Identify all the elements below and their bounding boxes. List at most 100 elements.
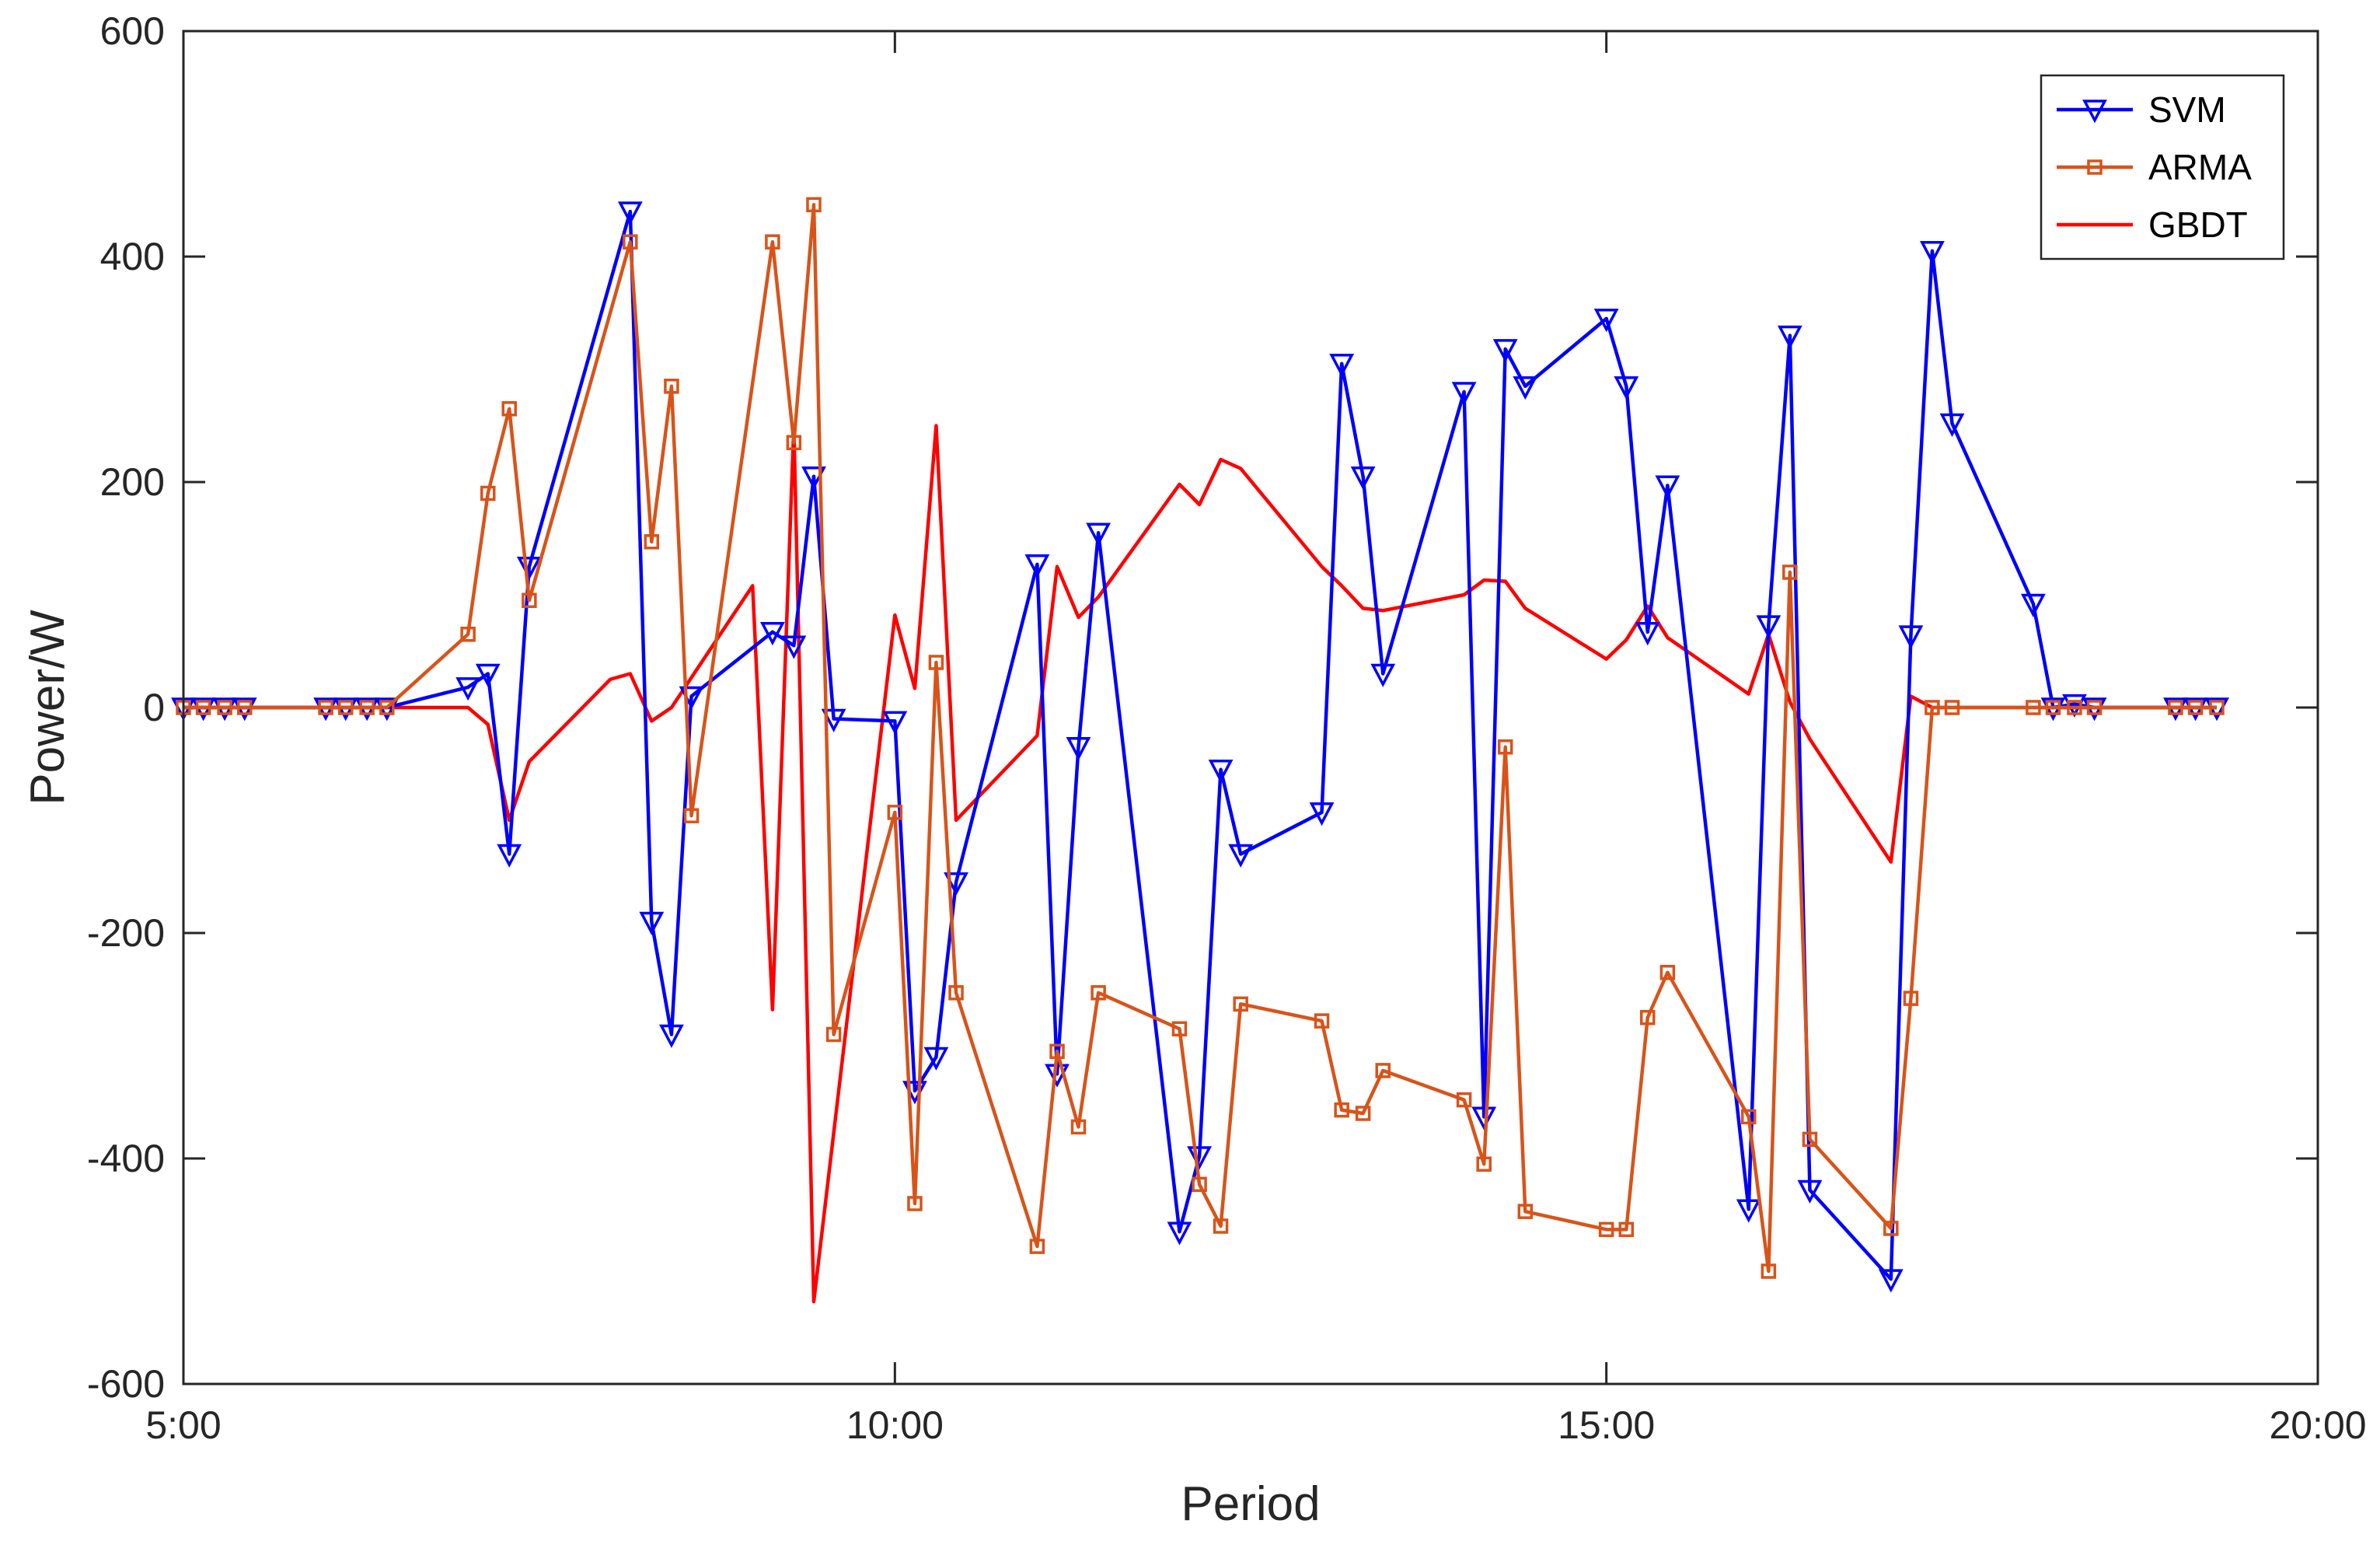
arma-point [195, 700, 211, 715]
svm-point [1919, 240, 1945, 265]
arma-point [460, 627, 476, 642]
svm-point [1309, 802, 1335, 826]
arma-point [1497, 739, 1513, 755]
arma-point [236, 700, 253, 715]
plot-frame [182, 30, 2319, 1386]
arma-point [623, 234, 638, 250]
arma-point [359, 700, 375, 715]
svm-point [497, 844, 522, 868]
legend: SVM ARMA GBDT [2040, 74, 2285, 260]
svm-point [821, 708, 846, 732]
arma-point [825, 1026, 842, 1043]
svm-point [617, 201, 643, 225]
x-axis-title: Period [1181, 1477, 1320, 1531]
x-tick-label: 15:00 [1558, 1403, 1655, 1447]
svm-point [1655, 475, 1680, 499]
arma-point [1517, 1204, 1534, 1219]
arma-point [379, 700, 395, 715]
arma-point [2168, 700, 2183, 715]
arma-point [1233, 996, 1248, 1012]
svm-point [1492, 339, 1518, 363]
svm-point [2082, 100, 2107, 124]
arma-point [318, 700, 333, 715]
legend-label-arma: ARMA [2148, 147, 2252, 187]
arma-point [522, 592, 537, 608]
arma-point [1456, 1092, 1472, 1108]
arma-point [806, 197, 822, 213]
arma-point [786, 435, 802, 450]
svm-point [1024, 554, 1050, 578]
legend-label-gbdt: GBDT [2148, 204, 2248, 245]
svm-point [1350, 466, 1376, 491]
arma-point [1314, 1013, 1330, 1029]
arma-line [183, 203, 2218, 1274]
y-tick-label: 200 [100, 460, 165, 504]
y-tick-label: -600 [87, 1362, 165, 1406]
svm-point [1066, 736, 1091, 761]
arma-point [1782, 564, 1798, 580]
arma-point [765, 234, 780, 250]
arma-point [2026, 700, 2041, 715]
svm-point [1471, 1106, 1497, 1130]
y-tick-label: -200 [87, 911, 165, 955]
arma-point [1476, 1156, 1492, 1172]
svm-point [1370, 663, 1396, 687]
arma-point [480, 485, 496, 501]
svm-point [1513, 376, 1538, 400]
svm-point [1329, 353, 1355, 378]
svm-point [1451, 382, 1477, 406]
arma-point [683, 808, 700, 823]
y-tick-label: -400 [87, 1137, 165, 1180]
svm-point [639, 911, 665, 935]
arma-point [948, 985, 964, 1001]
x-tick-labels: 5:00 10:00 15:00 20:00 [145, 1403, 2366, 1447]
series-svm [171, 201, 2229, 1293]
arma-point [2209, 700, 2225, 715]
arma-point [907, 1196, 923, 1211]
arma-point [1049, 1043, 1065, 1059]
svm-line [183, 209, 2218, 1281]
arma-point [1029, 1239, 1045, 1254]
arma-point [1334, 1102, 1349, 1118]
svm-point [1228, 844, 1254, 868]
svm-point [1939, 413, 1965, 438]
svm-point [923, 1047, 949, 1071]
svm-point [1635, 622, 1660, 646]
svm-point [1593, 308, 1619, 333]
arma-point [2045, 700, 2061, 715]
x-tick-label: 20:00 [2269, 1403, 2366, 1447]
y-tick-labels: -600 -400 -200 0 200 400 600 [87, 9, 165, 1406]
svm-point [659, 1024, 684, 1048]
svm-point [455, 677, 481, 701]
arma-point [1091, 985, 1106, 1001]
series-arma [176, 197, 2225, 1279]
svm-point [2020, 593, 2046, 618]
arma-point [1883, 1221, 1899, 1236]
svm-point [781, 635, 807, 659]
arma-point [1740, 1109, 1757, 1125]
series-layer [171, 197, 2229, 1304]
svm-point [1167, 1221, 1192, 1246]
y-tick-label: 0 [143, 686, 165, 729]
arma-point [2087, 159, 2103, 175]
arma-point [1598, 1221, 1614, 1238]
svm-point [475, 663, 501, 687]
svm-point [1208, 759, 1234, 784]
arma-point [644, 534, 660, 550]
arma-point [1070, 1119, 1087, 1135]
arma-point [1355, 1106, 1371, 1121]
arma-point [337, 700, 354, 715]
x-tick-label: 5:00 [145, 1403, 221, 1447]
svm-point [1736, 1199, 1761, 1223]
arma-point [887, 805, 903, 820]
legend-label-svm: SVM [2148, 89, 2226, 130]
arma-point [217, 700, 232, 715]
arma-point [928, 655, 944, 670]
svm-point [1797, 1179, 1823, 1204]
svm-point [1614, 376, 1639, 400]
arma-point [1903, 991, 1919, 1006]
arma-point [1659, 965, 1676, 980]
arma-point [2187, 700, 2204, 715]
